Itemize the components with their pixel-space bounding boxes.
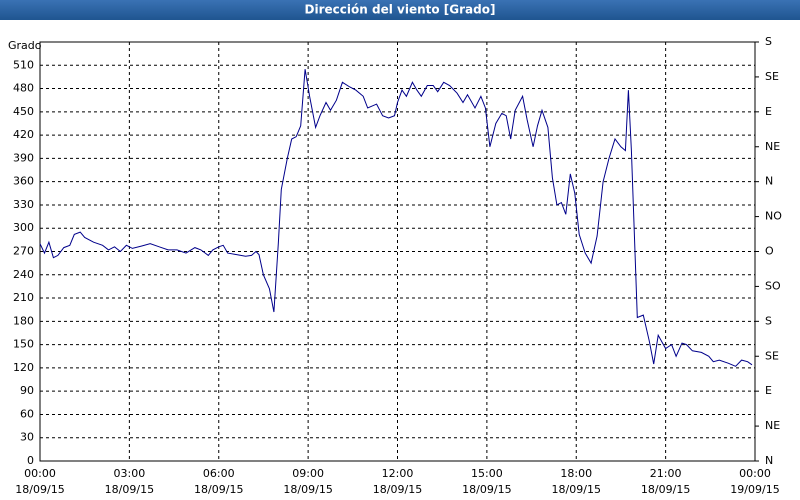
x-tick-label: 15:00 [471, 467, 503, 480]
x-tick-label: 21:00 [650, 467, 682, 480]
x-tick-label: 09:00 [292, 467, 324, 480]
y2-tick-label: SE [765, 349, 779, 362]
x-tick-date: 18/09/15 [373, 483, 422, 496]
y2-tick-label: SO [765, 279, 781, 292]
y2-tick-label: E [765, 384, 772, 397]
y-tick-label: 420 [13, 128, 34, 141]
y-tick-label: 150 [13, 338, 34, 351]
x-tick-date: 18/09/15 [283, 483, 332, 496]
y2-tick-label: N [765, 454, 773, 467]
y-tick-label: 180 [13, 314, 34, 327]
x-tick-date: 18/09/15 [641, 483, 690, 496]
x-tick-label: 18:00 [560, 467, 592, 480]
y-tick-label: 330 [13, 198, 34, 211]
data-line [39, 69, 753, 367]
y2-tick-label: E [765, 105, 772, 118]
y2-tick-label: NE [765, 140, 780, 153]
y-tick-label: 210 [13, 291, 34, 304]
y-tick-label: 360 [13, 175, 34, 188]
x-tick-date: 18/09/15 [552, 483, 601, 496]
x-tick-date: 18/09/15 [105, 483, 154, 496]
y-axis-label: Grado [8, 39, 42, 52]
y-tick-label: 30 [20, 431, 34, 444]
y-tick-label: 90 [20, 384, 34, 397]
x-tick-label: 00:00 [739, 467, 771, 480]
y2-tick-label: NO [765, 210, 782, 223]
y-tick-label: 300 [13, 221, 34, 234]
y-tick-label: 270 [13, 245, 34, 258]
y-tick-label: 60 [20, 407, 34, 420]
y2-tick-label: S [765, 35, 772, 48]
y2-tick-label: SE [765, 70, 779, 83]
x-tick-label: 06:00 [203, 467, 235, 480]
y2-tick-label: NE [765, 419, 780, 432]
x-tick-date: 18/09/15 [462, 483, 511, 496]
title-bar [0, 0, 800, 20]
x-tick-date: 18/09/15 [194, 483, 243, 496]
y-tick-label: 120 [13, 361, 34, 374]
y-tick-label: 390 [13, 151, 34, 164]
y-tick-label: 480 [13, 82, 34, 95]
y-tick-label: 0 [27, 454, 34, 467]
x-tick-label: 00:00 [24, 467, 56, 480]
y2-tick-label: O [765, 245, 774, 258]
chart-title: Dirección del viento [Grado] [305, 3, 496, 17]
y2-tick-label: S [765, 314, 772, 327]
x-tick-date: 18/09/15 [15, 483, 64, 496]
y2-tick-label: N [765, 175, 773, 188]
x-tick-date: 19/09/15 [730, 483, 779, 496]
x-tick-label: 03:00 [114, 467, 146, 480]
y-tick-label: 450 [13, 105, 34, 118]
y-tick-label: 510 [13, 58, 34, 71]
y-tick-label: 240 [13, 268, 34, 281]
x-tick-label: 12:00 [382, 467, 414, 480]
